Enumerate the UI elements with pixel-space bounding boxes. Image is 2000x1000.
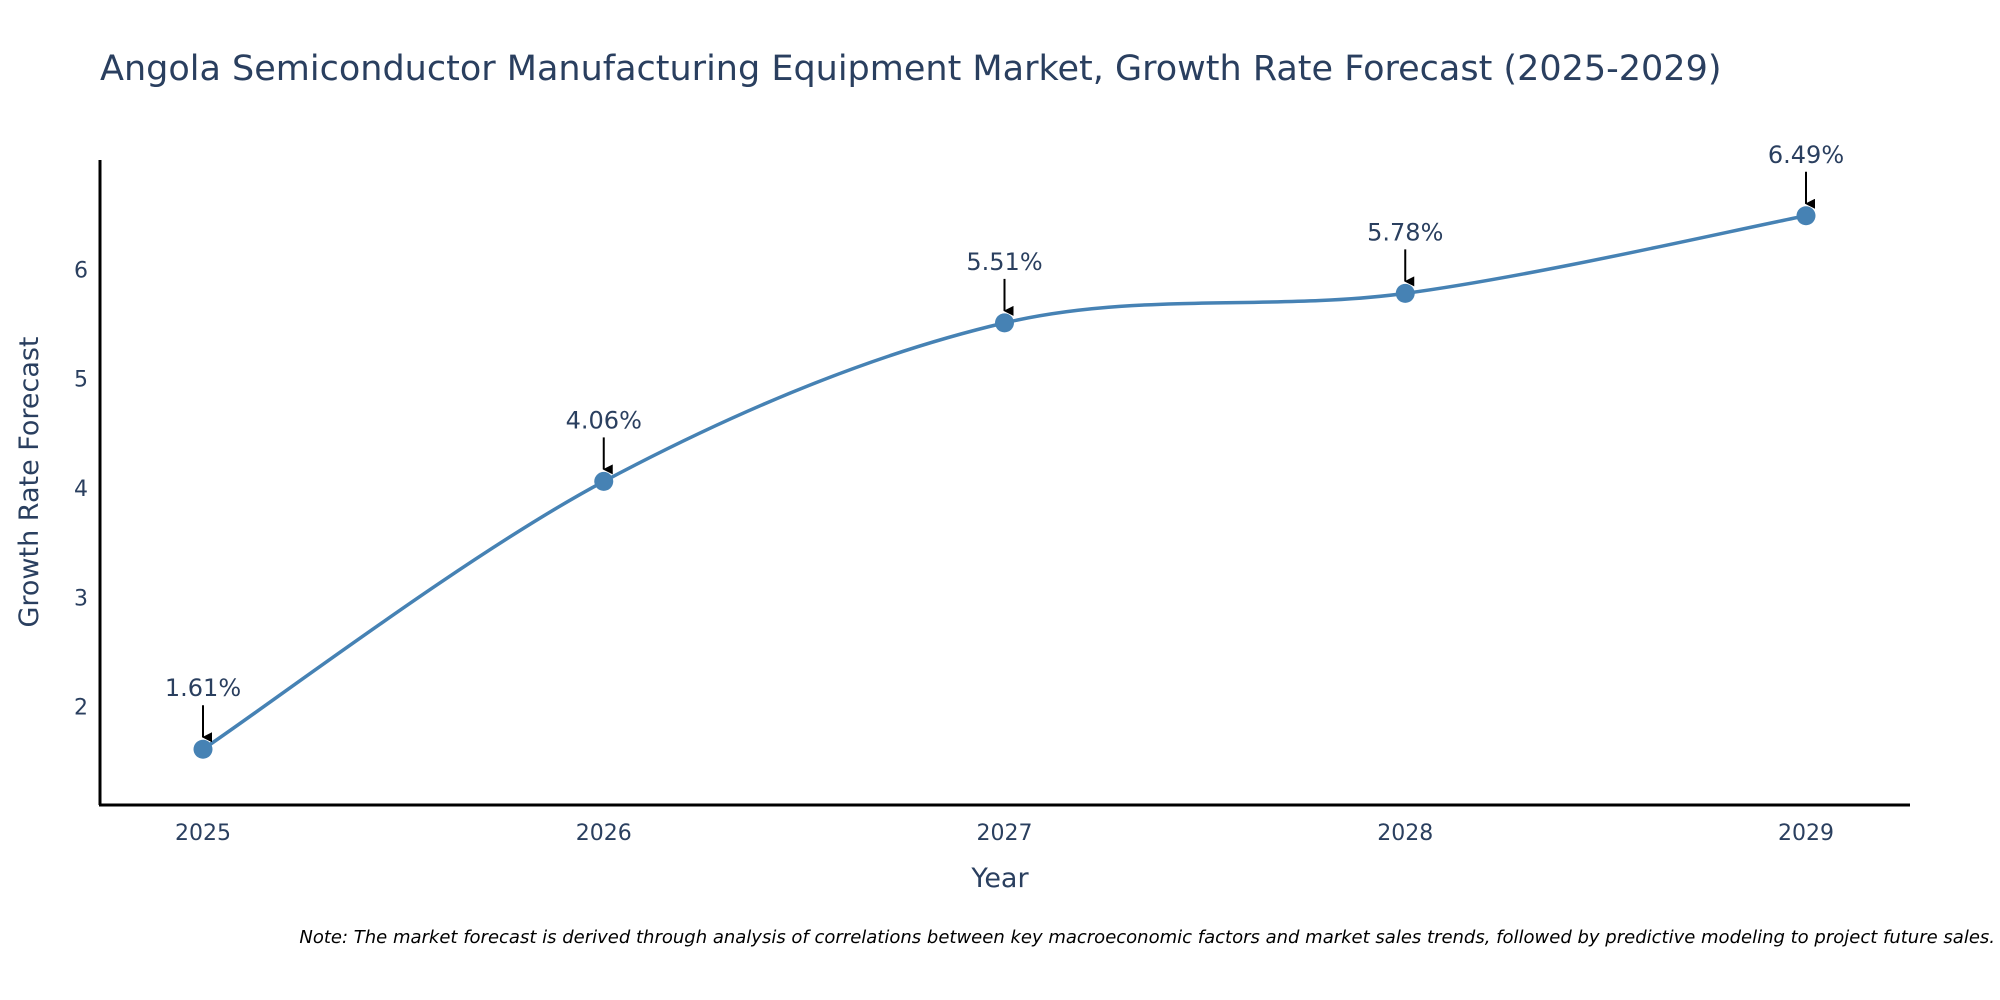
- y-tick-label: 4: [74, 477, 88, 502]
- x-tick-label: 2026: [576, 821, 632, 846]
- y-tick-label: 3: [74, 586, 88, 611]
- data-point: [995, 313, 1014, 333]
- data-point: [594, 471, 614, 491]
- x-tick-label: 2027: [977, 821, 1033, 846]
- data-point: [1395, 283, 1415, 303]
- plot-area: 2 3 4 5 6 2025 2026 2027 2028 2029 1.61% 4.06% 5.5…: [74, 141, 1910, 846]
- chart-note: Note: The market forecast is derived thr…: [299, 927, 1995, 948]
- chart-title: Angola Semiconductor Manufacturing Equip…: [100, 49, 1722, 89]
- y-tick-label: 6: [74, 258, 88, 283]
- data-label: 5.78%: [1367, 218, 1443, 246]
- data-point: [1796, 206, 1816, 226]
- x-tick-label: 2025: [175, 821, 231, 846]
- data-label: 5.51%: [966, 248, 1042, 276]
- x-axis-title: Year: [970, 863, 1029, 894]
- x-axis-ticks: 2025 2026 2027 2028 2029: [175, 821, 1834, 846]
- y-tick-label: 2: [74, 696, 88, 721]
- data-label: 1.61%: [165, 674, 241, 702]
- data-label-annotations: 1.61% 4.06% 5.51% 5.78% 6.49%: [165, 141, 1844, 743]
- data-label: 6.49%: [1768, 141, 1844, 169]
- data-label: 4.06%: [566, 406, 642, 434]
- x-tick-label: 2029: [1778, 821, 1834, 846]
- y-tick-label: 5: [74, 368, 88, 393]
- y-axis-ticks: 2 3 4 5 6: [74, 258, 88, 720]
- x-tick-label: 2028: [1377, 821, 1433, 846]
- data-point: [193, 739, 213, 759]
- y-axis-title: Growth Rate Forecast: [14, 336, 45, 627]
- series-markers: [193, 206, 1816, 759]
